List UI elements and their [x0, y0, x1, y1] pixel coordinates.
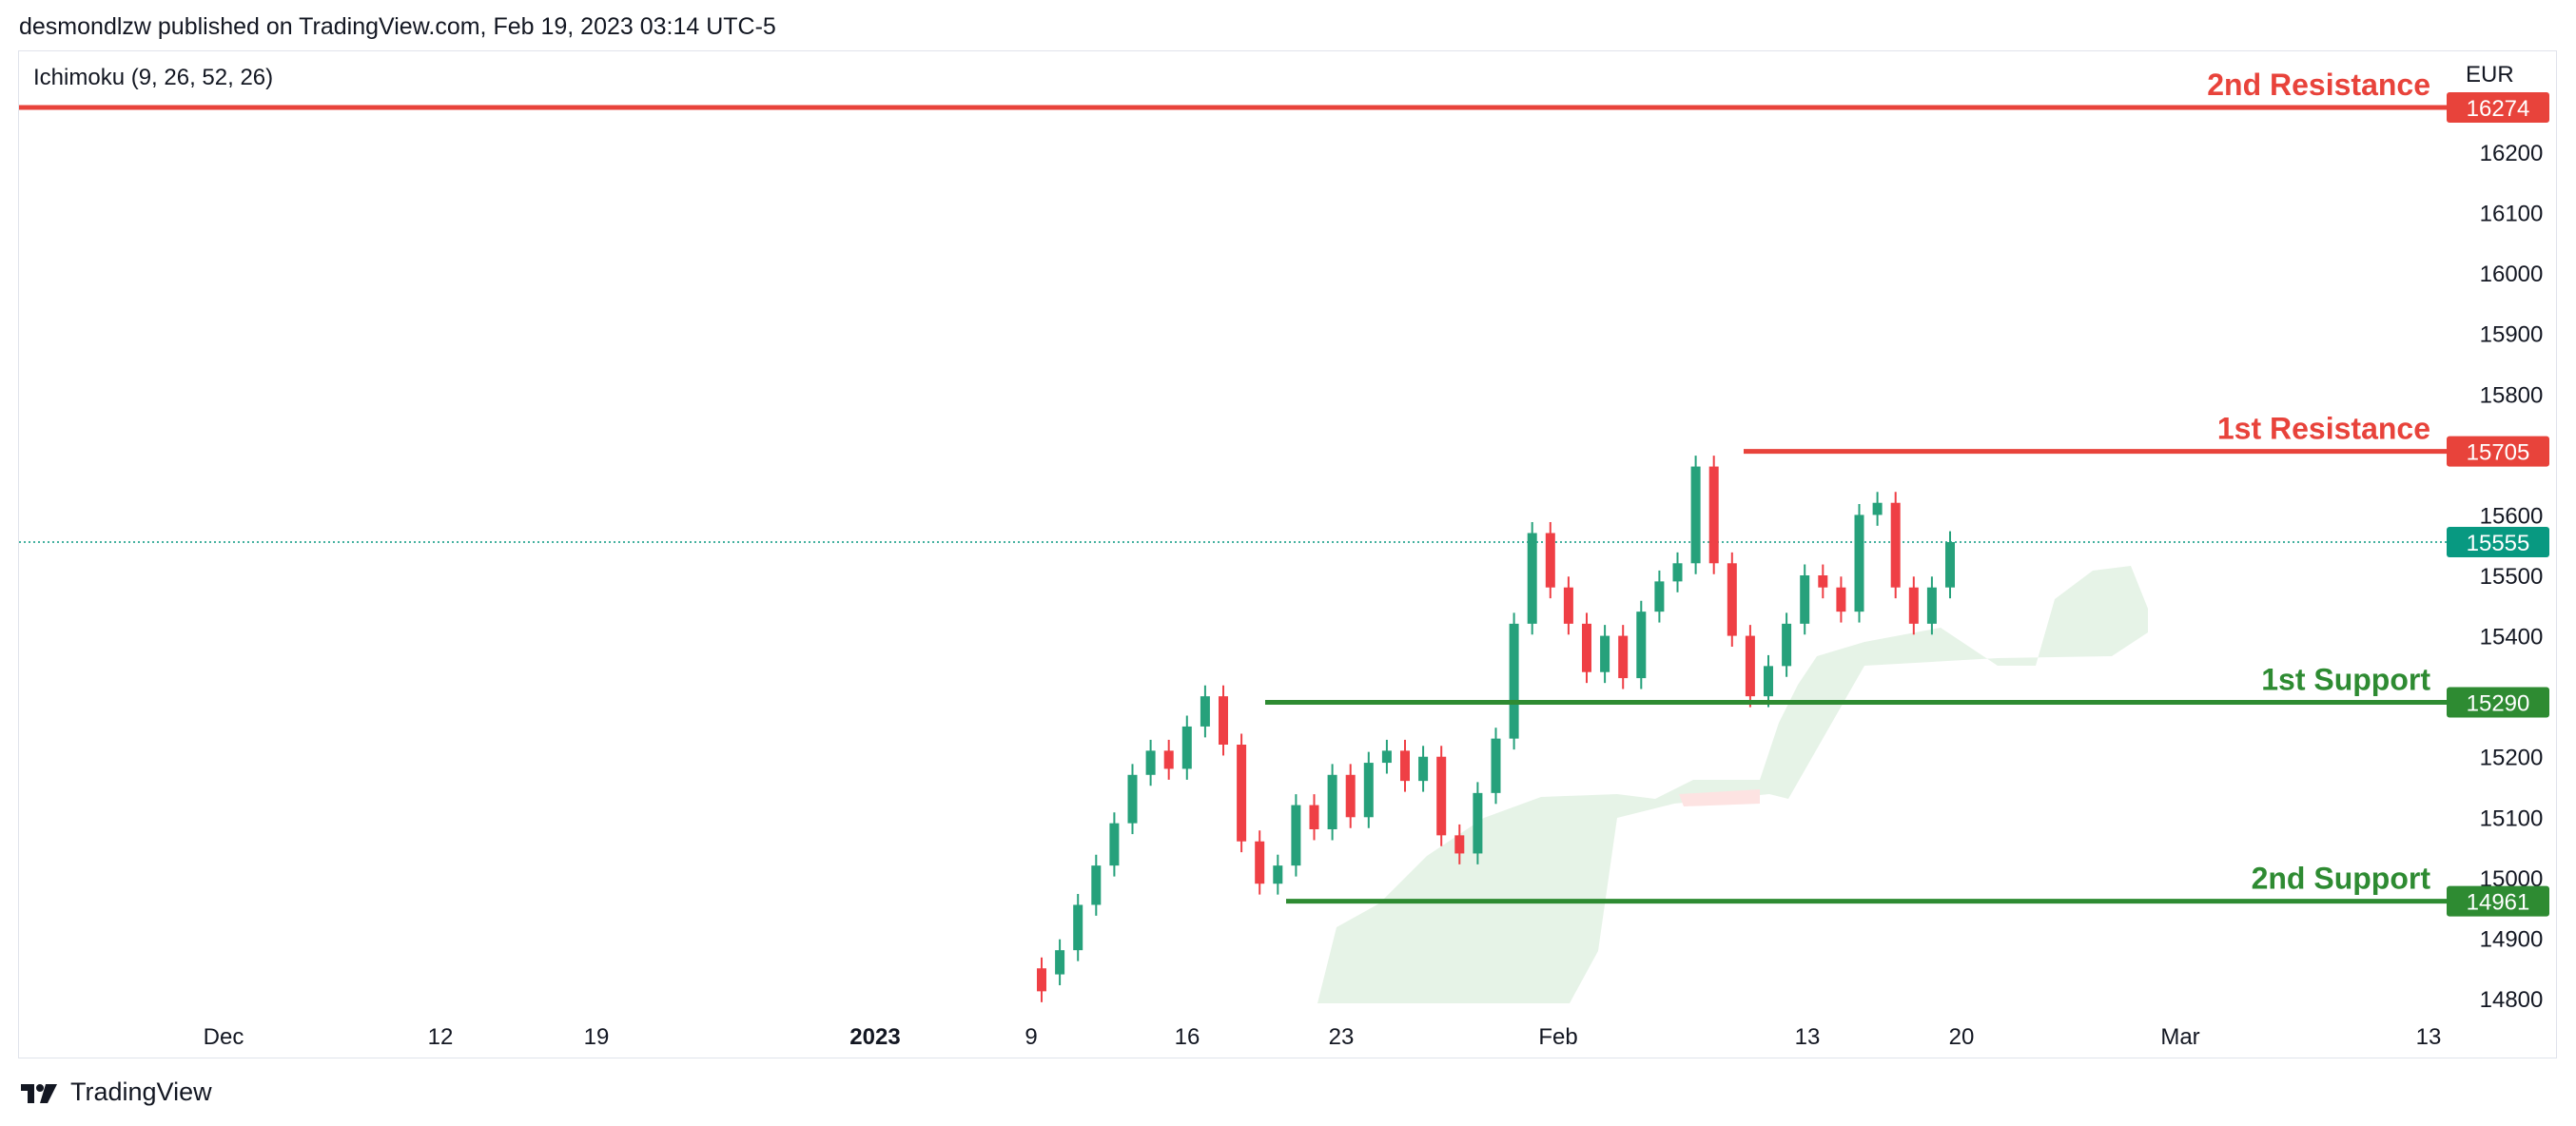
brand-name: TradingView	[70, 1077, 212, 1106]
1st-resistance-price-tag	[2447, 436, 2549, 467]
x-tick-label: Dec	[204, 1024, 244, 1050]
2nd-support-price-label: 14961	[2467, 890, 2530, 916]
2nd-support-label: 2nd Support	[2252, 862, 2431, 896]
candle-body	[1527, 533, 1537, 624]
candle-body	[1654, 581, 1665, 612]
y-tick-label: 16000	[2480, 262, 2544, 287]
candle-body	[1690, 466, 1701, 564]
candle-body	[1219, 696, 1228, 745]
y-tick-label: 15400	[2480, 625, 2544, 650]
y-tick-label: 15100	[2480, 806, 2544, 831]
y-tick-label: 15500	[2480, 564, 2544, 590]
footer: TradingView	[19, 1077, 212, 1107]
ichimoku-cloud	[1317, 566, 2148, 1003]
publisher-info: desmondlzw published on TradingView.com,…	[19, 13, 776, 40]
y-tick-label: 15800	[2480, 382, 2544, 408]
candle-body	[1381, 750, 1392, 764]
candle-body	[1545, 533, 1555, 588]
2nd-resistance-price-tag	[2447, 91, 2549, 123]
last-price-tag	[2447, 527, 2549, 558]
candle-body	[1618, 635, 1629, 679]
candle-body	[1309, 805, 1319, 829]
candle-body	[1945, 542, 1955, 588]
candle-body	[1291, 805, 1301, 866]
candle-body	[1600, 635, 1610, 672]
candle-body	[1708, 466, 1719, 564]
chart-frame	[18, 50, 2557, 1058]
1st-resistance-label: 1st Resistance	[2217, 412, 2430, 446]
candle-body	[1181, 726, 1192, 769]
candle-body	[1073, 904, 1083, 951]
2nd-resistance-price-label: 16274	[2467, 96, 2530, 122]
candle-body	[1926, 587, 1937, 624]
candle-body	[1727, 563, 1737, 636]
y-tick-label: 15600	[2480, 503, 2544, 529]
candle-body	[1400, 750, 1410, 782]
candle-body	[1836, 587, 1846, 612]
y-tick-label: 15900	[2480, 322, 2544, 348]
x-tick-label: 23	[1329, 1024, 1355, 1050]
x-tick-label: Mar	[2160, 1024, 2199, 1050]
candle-body	[1908, 587, 1919, 624]
candle-body	[1273, 865, 1283, 884]
y-tick-label: 14900	[2480, 926, 2544, 952]
2nd-support-price-tag	[2447, 885, 2549, 917]
candle-body	[1200, 696, 1210, 727]
ichimoku-cloud-bearish	[1679, 789, 1760, 806]
x-tick-label: Feb	[1538, 1024, 1577, 1050]
candle-body	[1436, 756, 1447, 836]
y-tick-label: 16200	[2480, 141, 2544, 166]
candle-body	[1145, 750, 1156, 775]
1st-support-label: 1st Support	[2261, 663, 2430, 697]
candle-body	[1872, 502, 1883, 515]
x-tick-label: 13	[2416, 1024, 2442, 1050]
currency-label: EUR	[2466, 62, 2514, 87]
candle-body	[1509, 623, 1519, 739]
candle-body	[1127, 774, 1138, 824]
candle-body	[1672, 563, 1683, 582]
candle-body	[1454, 835, 1465, 854]
candle-body	[1345, 774, 1356, 818]
candle-body	[1163, 750, 1174, 769]
candle-body	[1055, 950, 1065, 975]
candle-body	[1418, 756, 1429, 782]
candle-body	[1037, 968, 1046, 992]
candle-body	[1782, 623, 1792, 667]
1st-support-price-label: 15290	[2467, 691, 2530, 717]
1st-support-price-tag	[2447, 687, 2549, 718]
x-tick-label: 12	[428, 1024, 454, 1050]
candle-body	[1854, 514, 1864, 612]
candle-body	[1091, 865, 1102, 905]
x-tick-label: 19	[584, 1024, 610, 1050]
tradingview-logo-icon	[21, 1083, 57, 1103]
candle-body	[1109, 823, 1120, 866]
candle-body	[1255, 841, 1265, 884]
candle-body	[1764, 666, 1773, 697]
candle-body	[1582, 623, 1591, 672]
y-tick-label: 14800	[2480, 987, 2544, 1013]
candle-body	[1327, 774, 1337, 829]
1st-resistance-price-label: 15705	[2467, 440, 2530, 466]
y-tick-label: 16100	[2480, 202, 2544, 227]
x-tick-label: 20	[1949, 1024, 1975, 1050]
y-tick-label: 15200	[2480, 746, 2544, 771]
candle-body	[1563, 587, 1573, 624]
2nd-resistance-label: 2nd Resistance	[2207, 68, 2430, 102]
candle-body	[1636, 612, 1647, 679]
last-price-label: 15555	[2467, 531, 2530, 556]
candle-body	[1745, 635, 1755, 697]
indicator-label[interactable]: Ichimoku (9, 26, 52, 26)	[33, 65, 274, 90]
x-tick-label: 16	[1175, 1024, 1200, 1050]
x-tick-label: 2023	[849, 1024, 900, 1050]
candle-body	[1363, 763, 1374, 818]
candle-body	[1473, 792, 1483, 854]
x-tick-label: 9	[1025, 1024, 1037, 1050]
candle-body	[1890, 502, 1901, 588]
candle-body	[1237, 745, 1247, 842]
candle-body	[1491, 738, 1501, 793]
x-tick-label: 13	[1795, 1024, 1821, 1050]
candle-body	[1800, 575, 1810, 624]
candle-body	[1818, 575, 1828, 588]
